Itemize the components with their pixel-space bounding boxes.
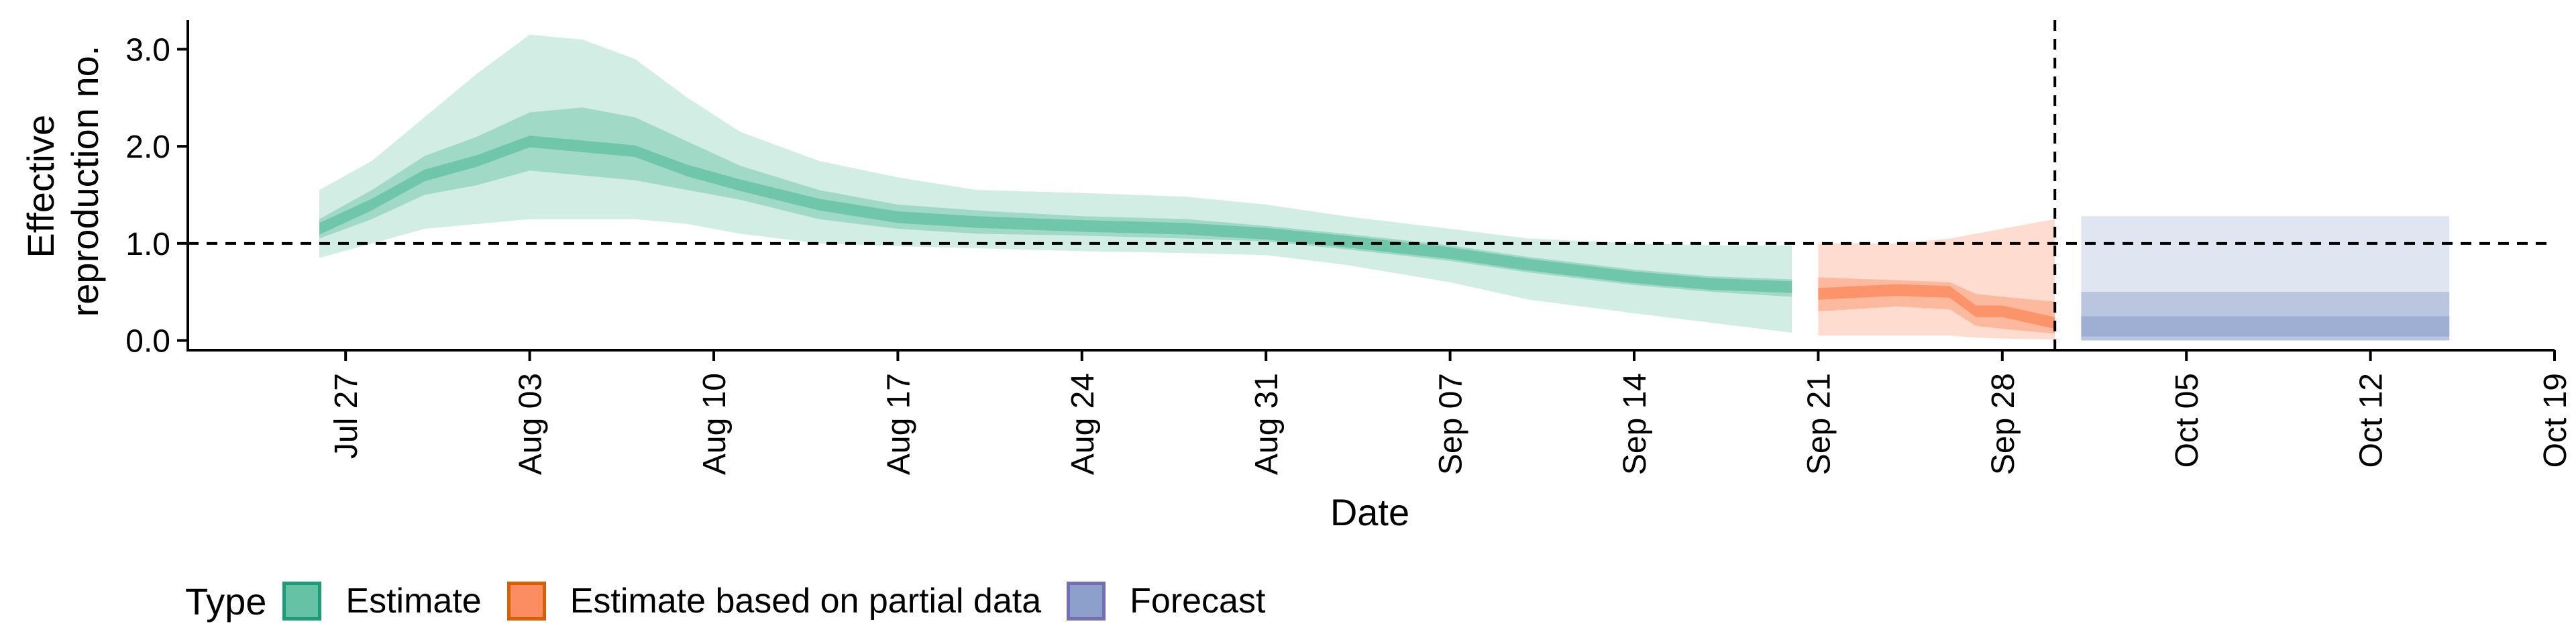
axes [177, 20, 2556, 361]
y-axis-title-line-1: Effective [19, 115, 62, 258]
legend-item-estimate: Estimate [282, 581, 482, 621]
x-tick-label: Sep 07 [1434, 373, 1469, 475]
x-tick-label: Sep 14 [1617, 373, 1653, 475]
legend-swatch-partial [506, 582, 546, 621]
x-tick-label: Jul 27 [329, 373, 364, 459]
y-axis-title: Effective reproduction no. [19, 46, 106, 317]
x-tick-label: Oct 19 [2538, 373, 2573, 468]
legend-label-partial: Estimate based on partial data [570, 582, 1042, 621]
estimate-band-90 [319, 34, 1792, 333]
x-tick-label: Sep 28 [1986, 373, 2021, 475]
x-tick-label: Aug 17 [881, 373, 916, 475]
x-tick-label: Aug 03 [513, 373, 549, 475]
y-tick-label: 2.0 [125, 129, 170, 165]
legend-item-partial: Estimate based on partial data [506, 581, 1042, 621]
x-tick-label: Sep 21 [1801, 373, 1837, 475]
y-axis-title-line-2: reproduction no. [64, 46, 106, 317]
legend-title: Type [185, 580, 267, 623]
legend-label-forecast: Forecast [1130, 582, 1266, 621]
estimate-based-on-partial-data-median-band [1818, 284, 2055, 329]
tick-labels: 0.0 1.0 2.0 3.0 Jul 27 Aug 03 Aug 10 Aug 17 Aug … [125, 32, 2573, 475]
y-tick-label: 1.0 [125, 227, 170, 262]
x-tick-label: Aug 10 [697, 373, 733, 475]
legend: Type Estimate Estimate based on partial … [185, 574, 1291, 628]
estimate-median-band [319, 136, 1792, 293]
x-tick-label: Oct 05 [2169, 373, 2205, 468]
x-axis-title: Date [1330, 491, 1409, 533]
legend-swatch-estimate [282, 582, 322, 621]
y-tick-label: 0.0 [125, 324, 170, 360]
reference-lines [188, 20, 2555, 350]
legend-item-forecast: Forecast [1067, 581, 1265, 621]
x-tick-label: Aug 24 [1065, 373, 1101, 475]
forecast-band-50 [2081, 316, 2450, 337]
legend-swatch-forecast [1067, 582, 1106, 621]
x-tick-label: Oct 12 [2354, 373, 2390, 468]
uncertainty-bands [319, 34, 2450, 341]
x-tick-label: Aug 31 [1249, 373, 1285, 475]
legend-label-estimate: Estimate [345, 582, 482, 621]
y-tick-label: 3.0 [125, 32, 170, 68]
